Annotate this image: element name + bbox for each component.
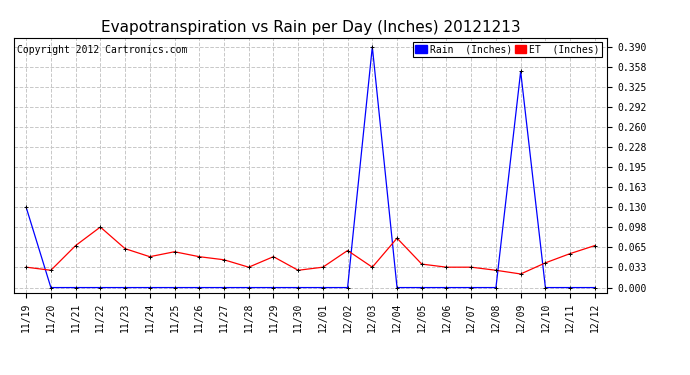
Title: Evapotranspiration vs Rain per Day (Inches) 20121213: Evapotranspiration vs Rain per Day (Inch…	[101, 20, 520, 35]
Text: Copyright 2012 Cartronics.com: Copyright 2012 Cartronics.com	[17, 45, 187, 55]
Legend: Rain  (Inches), ET  (Inches): Rain (Inches), ET (Inches)	[413, 42, 602, 57]
